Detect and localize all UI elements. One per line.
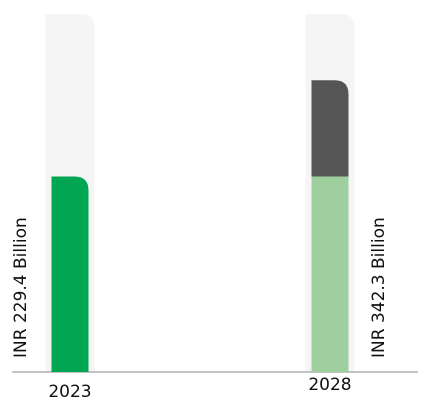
- bar-segment: [311, 176, 349, 372]
- bar-segment: [51, 176, 89, 372]
- x-tick-label: 2028: [308, 375, 351, 395]
- x-tick-label: 2023: [48, 382, 91, 402]
- bar-segment: [311, 80, 349, 177]
- value-label: INR 342.3 Billion: [369, 217, 389, 358]
- value-label: INR 229.4 Billion: [11, 217, 31, 358]
